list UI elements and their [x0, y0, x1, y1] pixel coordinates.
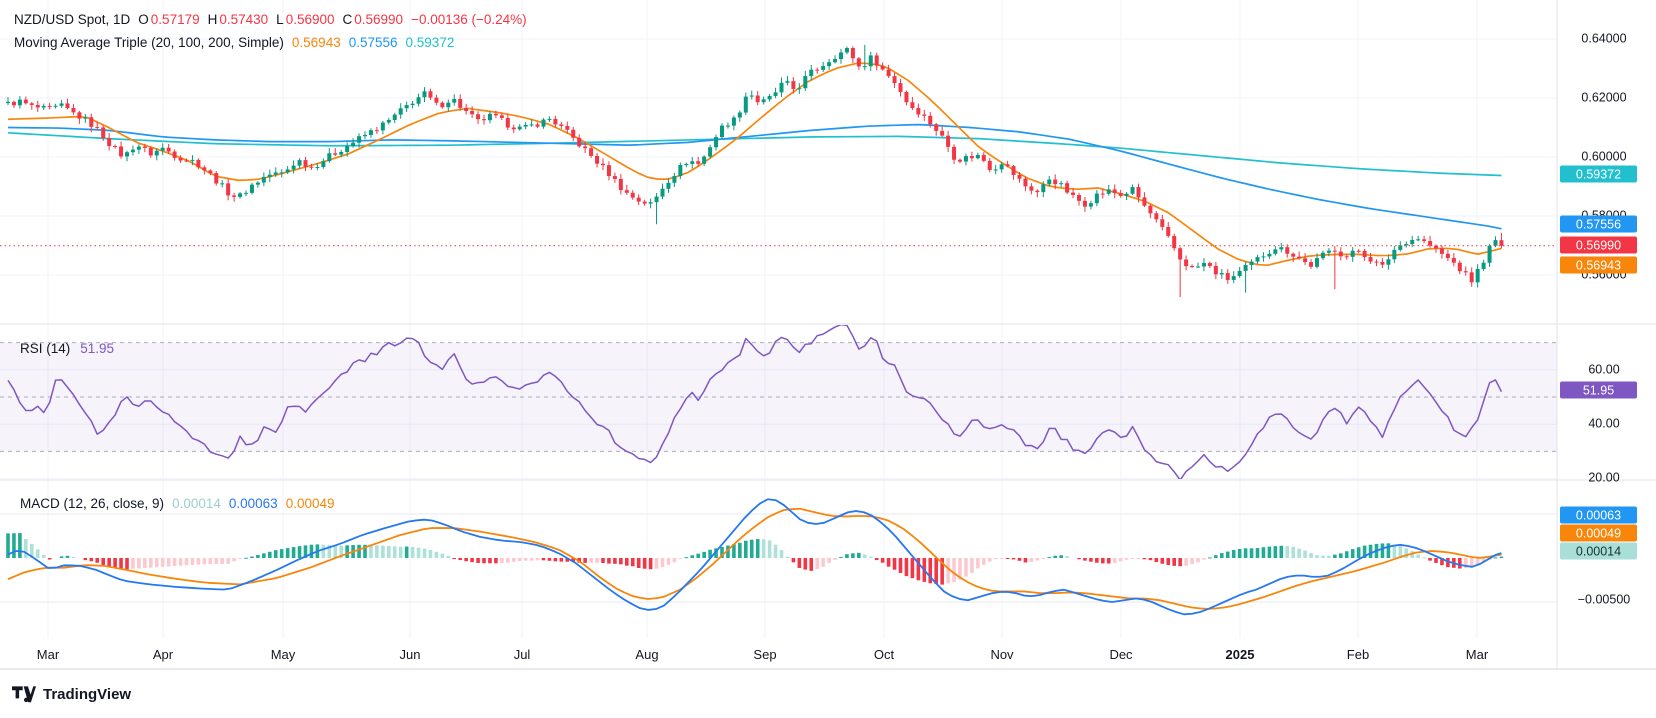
- time-scale-label: Nov: [990, 647, 1014, 662]
- ma-value: 0.57556: [348, 35, 398, 50]
- rsi-indicator-legend: RSI (14) 51.95: [20, 340, 114, 357]
- macd-scale-badge: 0.00014: [1560, 542, 1637, 560]
- price-scale-label: 0.62000: [1581, 90, 1627, 105]
- ma100-line: [7, 123, 1502, 230]
- tradingview-logo[interactable]: TradingView: [12, 686, 131, 703]
- candlesticks: [6, 44, 1504, 298]
- macd-indicator-title[interactable]: MACD (12, 26, close, 9): [20, 496, 165, 511]
- price-scale-label: 0.60000: [1581, 149, 1627, 164]
- ohlc-value: 0.56990: [354, 12, 404, 27]
- ohlc-letter: H: [207, 12, 218, 27]
- price-scale-badge: 0.59372: [1560, 165, 1637, 183]
- ohlc-letter: O: [138, 12, 149, 27]
- ma-indicator-title[interactable]: Moving Average Triple (20, 100, 200, Sim…: [14, 35, 284, 50]
- time-scale-label: Dec: [1109, 647, 1133, 662]
- ohlc-value: 0.57430: [219, 12, 269, 27]
- macd-value: 0.00063: [228, 496, 278, 511]
- time-scale-label: May: [270, 647, 296, 662]
- ohlc-letter: C: [342, 12, 353, 27]
- time-scale-label: Jul: [513, 647, 531, 662]
- time-scale-label: Mar: [36, 647, 60, 662]
- rsi-value: 51.95: [80, 341, 115, 356]
- ma-values: 0.56943 0.57556 0.59372: [284, 35, 454, 50]
- time-scale-label: Sep: [753, 647, 777, 662]
- tradingview-logo-icon: [12, 686, 36, 703]
- ohlc-letter: L: [276, 12, 284, 27]
- price-scale-badge: 0.56990: [1560, 236, 1637, 254]
- ma-value: 0.59372: [405, 35, 455, 50]
- time-scale-label: Jun: [399, 647, 421, 662]
- rsi-scale-label: 40.00: [1588, 416, 1620, 431]
- rsi-line: [7, 325, 1503, 479]
- macd-values: 0.00014 0.00063 0.00049: [164, 496, 334, 511]
- price-scale-badge: 0.57556: [1560, 215, 1637, 233]
- time-scale-label: Apr: [152, 647, 174, 662]
- time-scale-label: Aug: [635, 647, 659, 662]
- symbol-title[interactable]: NZD/USD Spot, 1D: [14, 12, 131, 27]
- macd-value: 0.00049: [285, 496, 335, 511]
- change-value: −0.00136 (−0.24%): [411, 12, 527, 27]
- rsi-scale-label: 20.00: [1588, 470, 1620, 485]
- ohlc-values: O 0.57179 H 0.57430 L 0.56900 C 0.56990: [130, 12, 403, 27]
- time-scale-label: 2025: [1225, 647, 1255, 662]
- rsi-indicator-title[interactable]: RSI (14): [20, 341, 71, 356]
- time-scale-label: Feb: [1346, 647, 1370, 662]
- macd-line: [7, 498, 1502, 616]
- macd-value: 0.00014: [172, 496, 221, 511]
- ma200-line: [7, 131, 1502, 177]
- ma20-line: [7, 62, 1502, 267]
- macd-histogram: [6, 533, 1504, 585]
- ma-indicator-legend: Moving Average Triple (20, 100, 200, Sim…: [14, 34, 454, 51]
- macd-scale-badge: 0.00063: [1560, 506, 1637, 524]
- ma-value: 0.56943: [291, 35, 341, 50]
- macd-indicator-legend: MACD (12, 26, close, 9) 0.00014 0.00063 0.0…: [20, 495, 335, 512]
- macd-signal-line: [7, 507, 1502, 610]
- macd-scale-badge: 0.00049: [1560, 524, 1637, 542]
- time-scale-label: Oct: [873, 647, 895, 662]
- symbol-legend: NZD/USD Spot, 1D O 0.57179 H 0.57430 L 0.56900…: [14, 11, 527, 28]
- ohlc-value: 0.57179: [150, 12, 200, 27]
- price-scale-label: 0.64000: [1581, 31, 1627, 46]
- time-scale-label: Mar: [1465, 647, 1489, 662]
- macd-scale-label: −0.00500: [1577, 592, 1631, 607]
- ohlc-value: 0.56900: [285, 12, 335, 27]
- chart-canvas[interactable]: [0, 0, 1656, 680]
- rsi-scale-badge: 51.95: [1560, 381, 1637, 399]
- rsi-scale-label: 60.00: [1588, 362, 1620, 377]
- price-scale-badge: 0.56943: [1560, 256, 1637, 274]
- brand-name: TradingView: [43, 686, 132, 703]
